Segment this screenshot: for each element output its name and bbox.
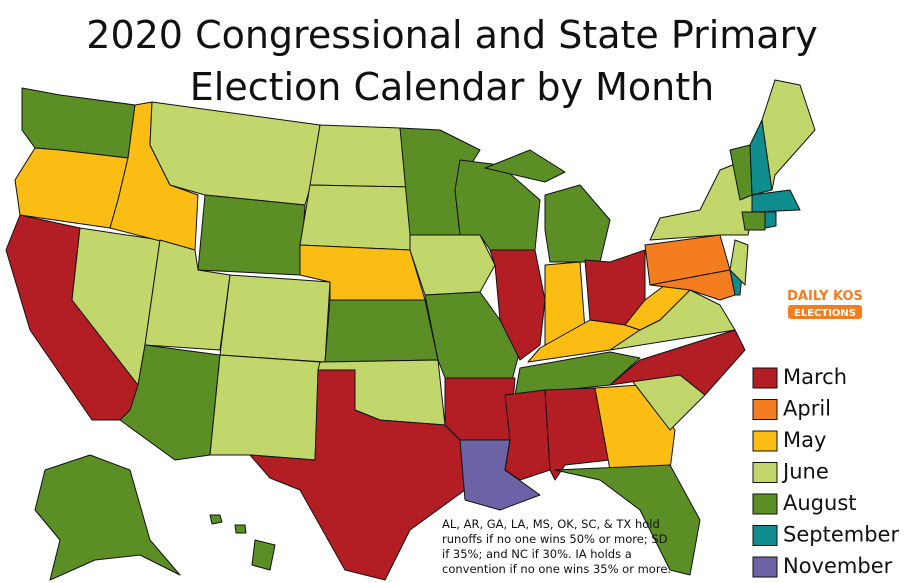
legend-label: March [783, 365, 847, 389]
note: AL, AR, GA, LA, MS, OK, SC, & TX holdrun… [442, 517, 671, 576]
note-line: convention if no one wins 35% or more. [442, 562, 671, 576]
state [484, 149, 566, 183]
state [249, 369, 466, 581]
legend-label: November [783, 554, 893, 578]
state [554, 464, 701, 576]
state [741, 211, 766, 231]
state [234, 524, 247, 534]
state [649, 269, 736, 301]
logo-badge [788, 305, 862, 319]
note-line: runoffs if no one wins 50% or more; SD [442, 532, 668, 546]
legend-swatch [752, 525, 778, 546]
title-line: 2020 Congressional and State Primary [86, 13, 817, 57]
state [299, 184, 411, 251]
state [209, 354, 321, 461]
legend-label: April [783, 397, 831, 421]
state [409, 234, 496, 296]
state [324, 299, 439, 363]
us-map [5, 79, 816, 581]
state [14, 147, 129, 229]
legend-swatch [752, 367, 778, 389]
legend-label: August [783, 491, 857, 515]
state [251, 539, 276, 571]
state [444, 377, 516, 441]
note-line: if 35%; and NC if 30%. IA holds a [442, 547, 632, 561]
title-line: Election Calendar by Month [190, 65, 714, 109]
state [489, 249, 546, 361]
legend-swatch [752, 556, 778, 578]
legend-swatch [752, 399, 778, 420]
state [504, 389, 551, 481]
logo: DAILY KOS ELECTIONS [787, 289, 863, 319]
state [751, 189, 801, 213]
state [21, 87, 136, 159]
logo-text: ELECTIONS [794, 308, 856, 319]
state [34, 454, 181, 581]
state [514, 351, 641, 396]
legend-label: September [783, 523, 899, 547]
state [544, 184, 611, 263]
legend-label: May [783, 428, 826, 452]
legend-swatch [752, 493, 778, 515]
logo-text: DAILY KOS [787, 289, 863, 304]
state [219, 274, 331, 363]
state [309, 124, 411, 188]
state [209, 514, 223, 525]
state [424, 291, 521, 381]
legend: March April May June August September November [752, 365, 899, 578]
state [197, 194, 306, 276]
note-line: AL, AR, GA, LA, MS, OK, SC, & TX hold [442, 517, 660, 531]
legend-swatch [752, 462, 778, 483]
state [764, 211, 777, 229]
legend-swatch [752, 430, 778, 452]
state [761, 79, 816, 191]
state [729, 239, 749, 286]
legend-label: June [781, 460, 829, 484]
